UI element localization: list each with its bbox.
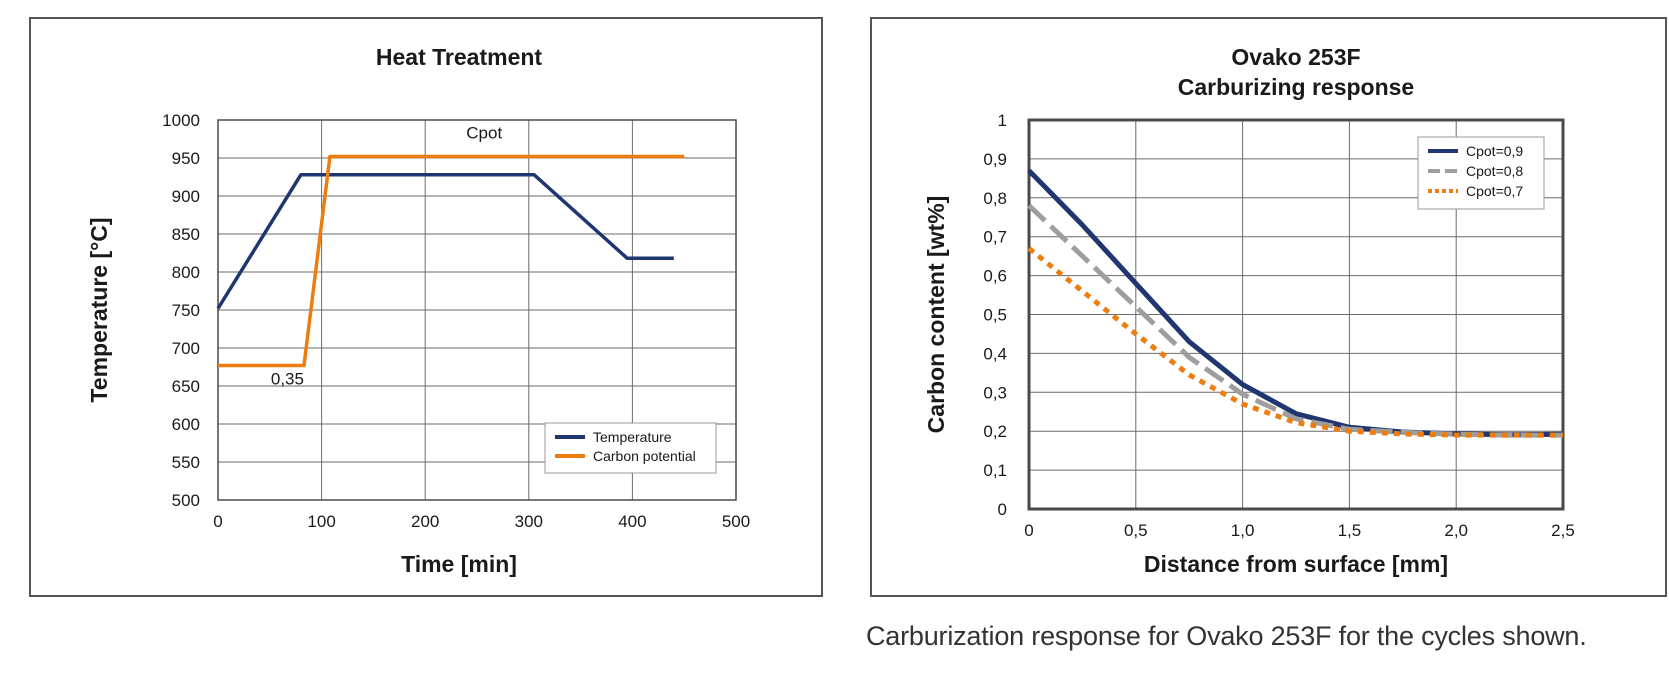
legend-box: [544, 422, 717, 474]
y-axis-title: Temperature [°C]: [86, 217, 112, 402]
legend-label: Cpot=0,9: [1466, 143, 1523, 159]
y-tick-label: 0,6: [983, 267, 1007, 286]
y-tick-label: 750: [172, 301, 200, 320]
series-line-3: [1027, 246, 1563, 438]
carburizing-response-chart: Ovako 253F Carburizing response 0 0,5 1,0 1,5…: [923, 44, 1575, 577]
y-tick-label: 900: [172, 187, 200, 206]
series-line-1: [216, 172, 674, 310]
y-tick-label: 0,9: [983, 150, 1007, 169]
x-tick-label: 400: [618, 512, 646, 531]
x-tick-label: 200: [411, 512, 439, 531]
y-tick-label: 0,3: [983, 383, 1007, 402]
chart-title: Carburizing response: [1178, 74, 1414, 100]
chart-title: Heat Treatment: [376, 44, 543, 70]
carburizing-response-chart-panel: Ovako 253F Carburizing response 0 0,5 1,0 1,5…: [870, 17, 1667, 597]
x-axis-title: Distance from surface [mm]: [1144, 551, 1448, 577]
y-tick-label: 1: [998, 111, 1007, 130]
series-line-1: [1027, 168, 1564, 438]
chart-title: Ovako 253F: [1231, 44, 1360, 70]
x-tick-label: 500: [722, 512, 750, 531]
series-line-2: [218, 154, 685, 368]
x-tick-label: 0: [1024, 521, 1033, 540]
legend-label: Carbon potential: [593, 448, 696, 464]
y-tick-label: 800: [172, 263, 200, 282]
y-tick-label: 700: [172, 339, 200, 358]
x-tick-label: 1,5: [1338, 521, 1362, 540]
x-tick-label: 300: [515, 512, 543, 531]
x-tick-label: 0: [213, 512, 222, 531]
x-tick-label: 1,0: [1231, 521, 1255, 540]
x-tick-label: 2,0: [1444, 521, 1468, 540]
x-tick-label: 100: [307, 512, 335, 531]
heat-treatment-chart-panel: Heat Treatment 0 100 200 300 400 500 500 550 600 6…: [29, 17, 823, 597]
y-tick-label: 0,7: [983, 228, 1007, 247]
y-tick-label: 0,1: [983, 461, 1007, 480]
y-tick-label: 500: [172, 491, 200, 510]
y-tick-label: 0,2: [983, 422, 1007, 441]
heat-treatment-chart: Heat Treatment 0 100 200 300 400 500 500 550 600 6…: [86, 44, 750, 577]
cpot-annotation: Cpot: [466, 124, 502, 143]
y-tick-label: 0,5: [983, 306, 1007, 325]
legend-label: Temperature: [593, 429, 672, 445]
legend-label: Cpot=0,8: [1466, 163, 1523, 179]
y-tick-label: 1000: [162, 111, 200, 130]
y-tick-label: 550: [172, 453, 200, 472]
y-tick-label: 0: [998, 500, 1007, 519]
figure-caption: Carburization response for Ovako 253F fo…: [866, 621, 1587, 651]
plot-area-frame: [217, 119, 737, 501]
carbon-start-annotation: 0,35: [271, 369, 304, 388]
y-tick-label: 650: [172, 377, 200, 396]
y-tick-label: 0,4: [983, 344, 1007, 363]
legend-label: Cpot=0,7: [1466, 183, 1523, 199]
x-tick-label: 0,5: [1124, 521, 1148, 540]
x-tick-label: 2,5: [1551, 521, 1575, 540]
y-tick-label: 850: [172, 225, 200, 244]
x-axis-title: Time [min]: [401, 551, 517, 577]
series-line-2: [1027, 203, 1563, 438]
y-tick-label: 950: [172, 149, 200, 168]
y-tick-label: 600: [172, 415, 200, 434]
y-axis-title: Carbon content [wt%]: [923, 196, 949, 434]
y-tick-label: 0,8: [983, 189, 1007, 208]
plot-area-frame: [1027, 118, 1565, 511]
